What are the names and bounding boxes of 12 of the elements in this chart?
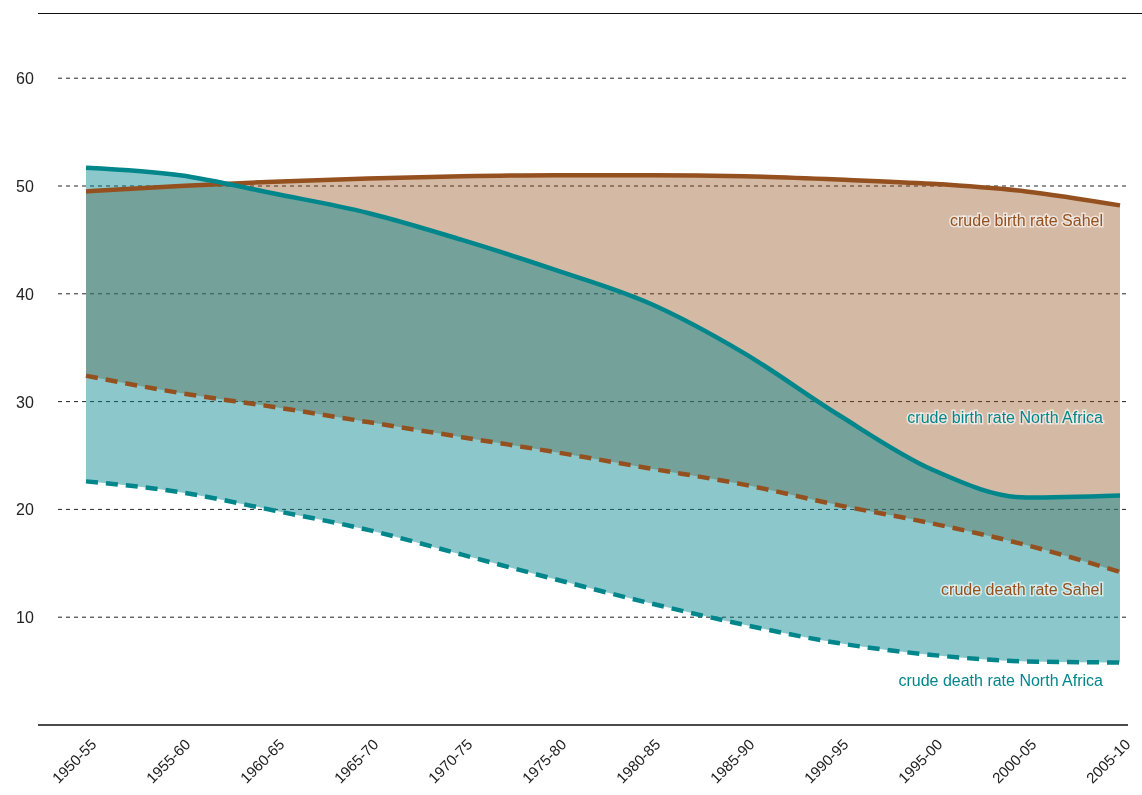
series-label: crude death rate North Africa — [898, 672, 1104, 690]
y-tick-label: 40 — [16, 285, 34, 303]
y-tick-label: 30 — [16, 393, 34, 411]
line-series — [83, 165, 1123, 500]
y-tick-label: 50 — [16, 178, 34, 195]
y-tick-label: 60 — [16, 70, 34, 88]
y-tick-label: 20 — [16, 501, 34, 519]
y-tick-label: 10 — [16, 609, 34, 627]
series-label: crude death rate Sahel — [941, 580, 1103, 598]
series-label: crude birth rate Sahel — [950, 212, 1103, 230]
line-series — [83, 172, 1123, 208]
series-label: crude birth rate North Africa — [907, 409, 1104, 427]
